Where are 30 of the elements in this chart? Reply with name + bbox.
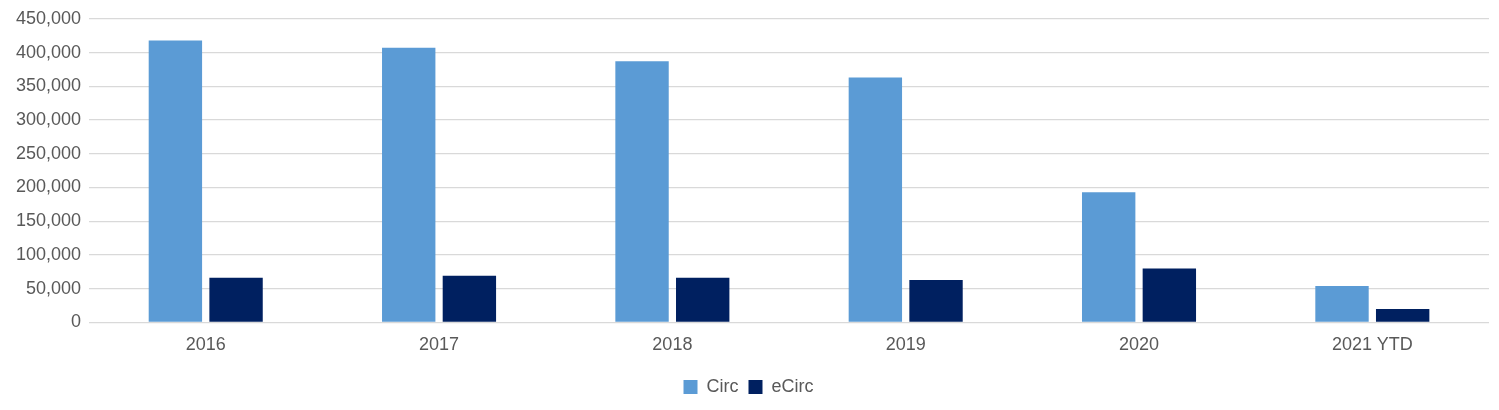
bar [848,77,903,322]
bar [1315,285,1369,322]
bar [615,61,669,322]
y-tick-label: 50,000 [26,277,82,298]
bar [382,47,436,322]
legend-label: Circ [706,375,739,396]
y-tick-label: 250,000 [15,142,82,163]
y-tick-label: 0 [71,311,82,332]
y-tick-label: 300,000 [15,108,82,129]
y-tick-label: 200,000 [15,176,82,197]
bar [1081,192,1136,322]
bar [148,40,203,322]
y-tick-label: 400,000 [15,41,82,62]
x-tick-label: 2020 [1118,334,1160,355]
y-tick-label: 150,000 [15,210,82,231]
x-tick-label: 2017 [419,334,460,355]
y-tick-label: 100,000 [15,243,82,264]
x-tick-label: 2018 [652,334,693,355]
bar [676,277,730,322]
bar [1375,308,1430,322]
y-tick-label: 450,000 [15,7,82,28]
legend-label: eCirc [771,375,814,396]
bar [442,275,497,322]
x-tick-label: 2021 YTD [1331,334,1413,355]
bar [909,279,963,322]
bar [1142,268,1197,322]
x-tick-label: 2016 [185,334,226,355]
x-tick-label: 2019 [885,334,926,355]
y-tick-label: 350,000 [15,75,82,96]
bar [209,277,263,322]
